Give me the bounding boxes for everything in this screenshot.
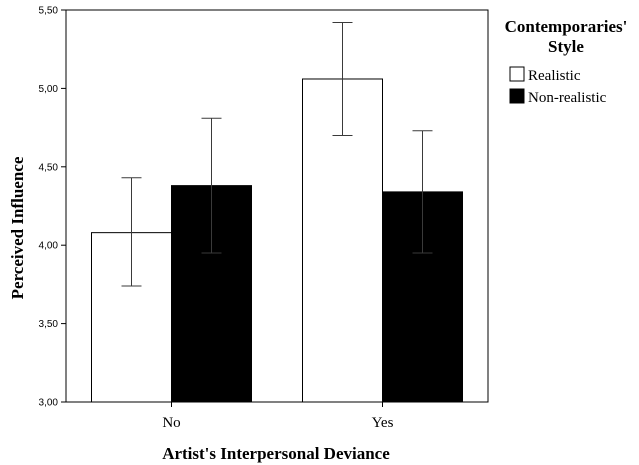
y-tick-label: 5,00 [39, 84, 59, 95]
legend-title-line1: Contemporaries' [505, 17, 628, 36]
legend-title-line2: Style [548, 37, 584, 56]
y-tick-label: 5,50 [39, 6, 59, 17]
legend-swatch-non-realistic [509, 88, 525, 104]
y-tick-label: 3,00 [39, 398, 59, 409]
y-tick-label: 3,50 [39, 319, 59, 330]
legend: Contemporaries' Style Realistic Non-real… [505, 17, 628, 106]
y-axis-title: Perceived Influence [8, 156, 27, 299]
x-axis-title: Artist's Interpersonal Deviance [162, 444, 390, 463]
legend-label-non-realistic: Non-realistic [528, 90, 607, 106]
y-tick-label: 4,00 [39, 241, 59, 252]
y-tick-label: 4,50 [39, 162, 59, 173]
plot-frame [65, 9, 489, 403]
x-tick-label: Yes [372, 415, 394, 431]
x-tick-label: No [162, 415, 180, 431]
legend-label-realistic: Realistic [528, 68, 581, 84]
legend-swatch-realistic [509, 66, 525, 82]
